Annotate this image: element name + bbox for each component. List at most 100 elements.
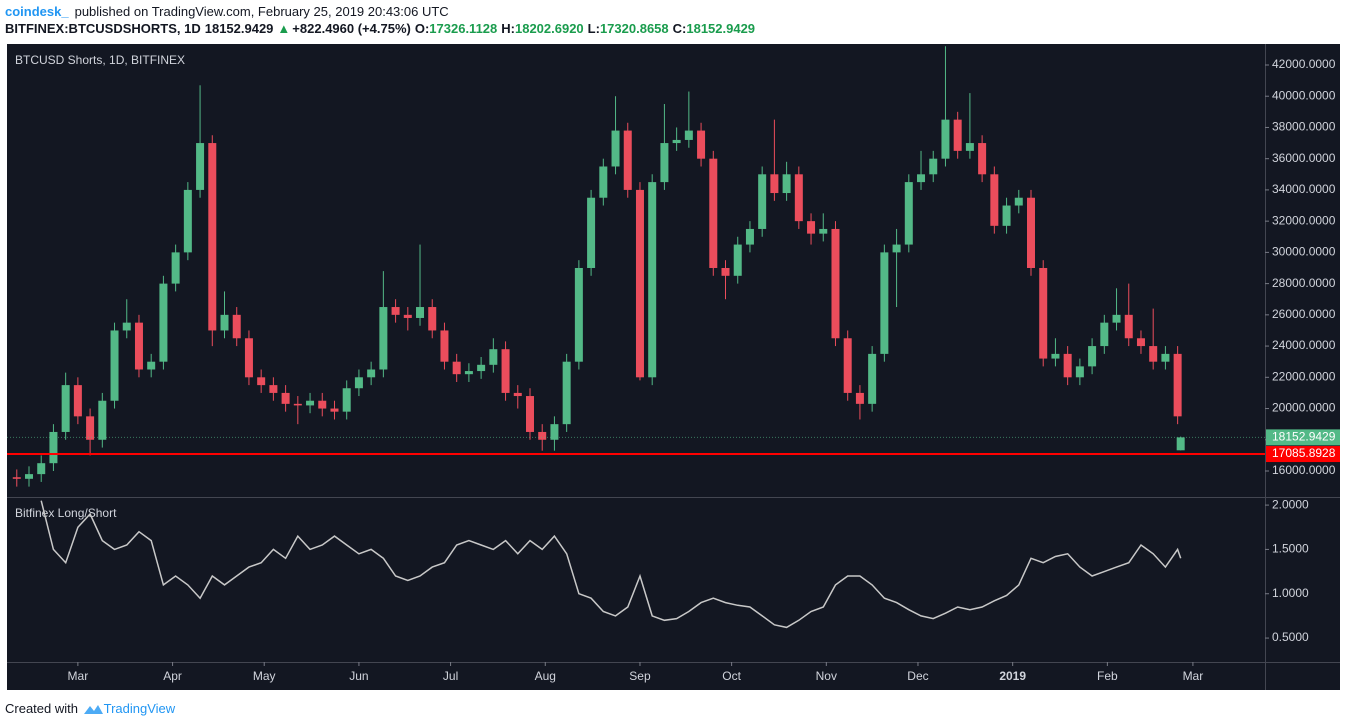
candle-body [1100, 322, 1109, 347]
candle-body [257, 377, 266, 386]
candle-body [794, 174, 803, 222]
y-tick-label: 32000.0000 [1272, 213, 1336, 227]
candle-body [733, 244, 742, 276]
candle-body [697, 130, 706, 159]
candle-body [367, 369, 376, 378]
candle-body [672, 139, 681, 144]
candle-body [550, 424, 559, 440]
low-value: 17320.8658 [599, 21, 669, 36]
candle-body [159, 283, 168, 362]
y-tick-label: 28000.0000 [1272, 276, 1336, 290]
candle-body [428, 307, 437, 331]
y-tick-label: 34000.0000 [1272, 182, 1336, 196]
candle-body [73, 385, 82, 417]
candle-body [134, 322, 143, 370]
candle-body [281, 392, 290, 404]
candle-body [86, 416, 95, 440]
candle-body [868, 353, 877, 404]
candle-body [220, 314, 229, 331]
candle-body [342, 388, 351, 412]
candle-body [965, 143, 974, 151]
y-tick-label: 24000.0000 [1272, 338, 1336, 352]
x-tick-label: Jun [349, 669, 368, 683]
y-tick-label: 38000.0000 [1272, 120, 1336, 134]
candle-body [464, 371, 473, 375]
y-tick-label: 20000.0000 [1272, 401, 1336, 415]
candle-body [208, 143, 217, 331]
low-label: L: [587, 21, 600, 36]
candle-body [110, 330, 119, 401]
candle-body [1014, 197, 1023, 206]
candle-body [1112, 314, 1121, 323]
candle-body [196, 143, 205, 190]
candle-body [611, 130, 620, 167]
logo-icon [83, 704, 103, 714]
candle-body [318, 400, 327, 409]
candle-body [391, 307, 400, 315]
candle-body [538, 431, 547, 440]
x-tick-label: Sep [629, 669, 651, 683]
footer-brand[interactable]: TradingView [103, 701, 176, 716]
candle-body [1088, 346, 1097, 367]
x-tick-label: May [253, 669, 276, 683]
x-tick-label: Aug [535, 669, 556, 683]
candle-body [721, 267, 730, 276]
candle-body [1002, 205, 1011, 226]
x-tick-label: Apr [163, 669, 182, 683]
candle-body [623, 130, 632, 190]
candle-body [941, 119, 950, 159]
high-value: 18202.6920 [514, 21, 584, 36]
header-line-2: BITFINEX:BTCUSDSHORTS, 1D 18152.9429 ▲ +822… [5, 21, 759, 36]
hline-label: 17085.8928 [1272, 446, 1336, 460]
candle-body [855, 392, 864, 404]
candle-body [574, 267, 583, 362]
y-tick-label: 0.5000 [1272, 630, 1309, 644]
candle-body [599, 166, 608, 198]
candle-body [37, 463, 46, 475]
candle-body [953, 119, 962, 151]
high-label: H: [501, 21, 515, 36]
candle-body [12, 477, 21, 479]
candle-body [489, 349, 498, 365]
y-tick-label: 2.0000 [1272, 497, 1309, 511]
x-tick-label: 2019 [999, 669, 1026, 683]
candle-body [807, 221, 816, 234]
x-tick-label: Nov [816, 669, 837, 683]
candle-body [1051, 353, 1060, 359]
candle-body [684, 130, 693, 140]
candle-body [501, 349, 510, 393]
pane-title: Bitfinex Long/Short [15, 506, 117, 520]
y-tick-label: 42000.0000 [1272, 57, 1336, 71]
y-tick-label: 22000.0000 [1272, 369, 1336, 383]
candle-body [24, 474, 33, 479]
candle-body [843, 338, 852, 393]
candle-body [477, 364, 486, 372]
y-tick-label: 1.0000 [1272, 586, 1309, 600]
candle-body [819, 228, 828, 234]
candle-body [1063, 353, 1072, 378]
ratio-line [40, 500, 1182, 629]
candle-body [147, 361, 156, 370]
candle-body [330, 408, 339, 412]
candle-body [1075, 366, 1084, 378]
symbol: BITFINEX:BTCUSDSHORTS, 1D [5, 21, 201, 36]
x-tick-label: Dec [907, 669, 928, 683]
x-tick-label: Oct [722, 669, 741, 683]
author[interactable]: coindesk_ [5, 4, 69, 19]
y-tick-label: 36000.0000 [1272, 151, 1336, 165]
candle-body [648, 182, 657, 378]
candle-body [379, 307, 388, 370]
candle-body [513, 392, 522, 397]
candle-body [1176, 437, 1185, 451]
published: published on TradingView.com, February 2… [74, 4, 449, 19]
candle-body [990, 174, 999, 226]
hline-label-box [1266, 446, 1340, 463]
footer: Created with TradingView [5, 701, 175, 717]
candle-body [904, 182, 913, 245]
candle-body [660, 143, 669, 183]
last-price: 18152.9429 [204, 21, 274, 36]
candle-body [892, 244, 901, 253]
candle-body [171, 252, 180, 284]
y-tick-label: 30000.0000 [1272, 245, 1336, 259]
